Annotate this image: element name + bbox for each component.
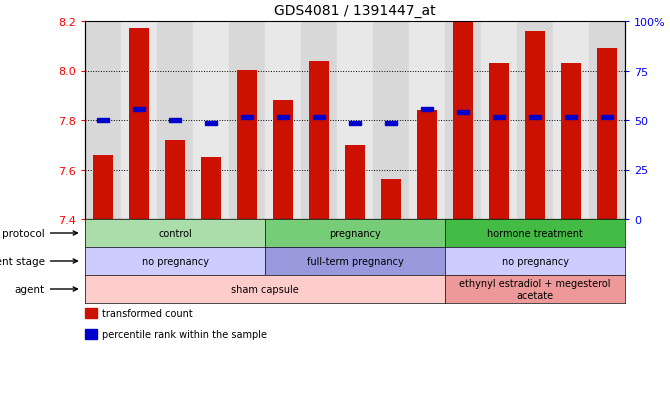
Text: development stage: development stage (0, 256, 77, 266)
Text: control: control (158, 228, 192, 238)
Bar (453, 22, 473, 219)
Text: protocol: protocol (2, 228, 77, 238)
Bar (129, 29, 149, 219)
Bar (529, 116, 541, 119)
Bar (517, 22, 553, 219)
Text: no pregnancy: no pregnancy (141, 256, 208, 266)
Bar (265, 22, 301, 219)
Bar (96, 119, 109, 123)
Text: ethynyl estradiol + megesterol
acetate: ethynyl estradiol + megesterol acetate (459, 278, 611, 300)
Bar (445, 22, 481, 219)
Bar (237, 71, 257, 219)
Text: full-term pregnancy: full-term pregnancy (307, 256, 403, 266)
Bar (409, 22, 445, 219)
Bar (457, 111, 469, 115)
Bar (561, 64, 581, 219)
Bar (169, 119, 182, 123)
Bar (273, 101, 293, 219)
Bar (492, 116, 505, 119)
Bar (553, 22, 589, 219)
Text: no pregnancy: no pregnancy (502, 256, 569, 266)
Bar (301, 22, 337, 219)
Bar (85, 309, 96, 318)
Text: agent: agent (15, 284, 77, 294)
Bar (157, 22, 193, 219)
Bar (601, 116, 613, 119)
Bar (481, 22, 517, 219)
Text: sham capsule: sham capsule (231, 284, 299, 294)
Bar (337, 22, 373, 219)
Bar (165, 140, 185, 219)
Bar (345, 145, 365, 219)
Text: hormone treatment: hormone treatment (487, 228, 583, 238)
Bar (193, 22, 229, 219)
Text: pregnancy: pregnancy (329, 228, 381, 238)
Bar (381, 180, 401, 219)
Bar (597, 49, 617, 219)
Title: GDS4081 / 1391447_at: GDS4081 / 1391447_at (274, 4, 436, 18)
Bar (417, 111, 437, 219)
Bar (525, 32, 545, 219)
Bar (421, 108, 433, 112)
Bar (201, 158, 221, 219)
Bar (241, 116, 253, 119)
Bar (589, 22, 625, 219)
Bar (133, 108, 145, 112)
Bar (205, 122, 217, 126)
Text: percentile rank within the sample: percentile rank within the sample (102, 329, 267, 339)
Bar (489, 64, 509, 219)
Bar (385, 122, 397, 126)
Bar (373, 22, 409, 219)
Bar (85, 22, 121, 219)
Bar (565, 116, 578, 119)
Bar (313, 116, 326, 119)
Text: transformed count: transformed count (102, 309, 192, 318)
Bar (85, 330, 96, 339)
Bar (309, 62, 329, 219)
Bar (277, 116, 289, 119)
Bar (93, 155, 113, 219)
Bar (121, 22, 157, 219)
Bar (348, 122, 361, 126)
Bar (229, 22, 265, 219)
